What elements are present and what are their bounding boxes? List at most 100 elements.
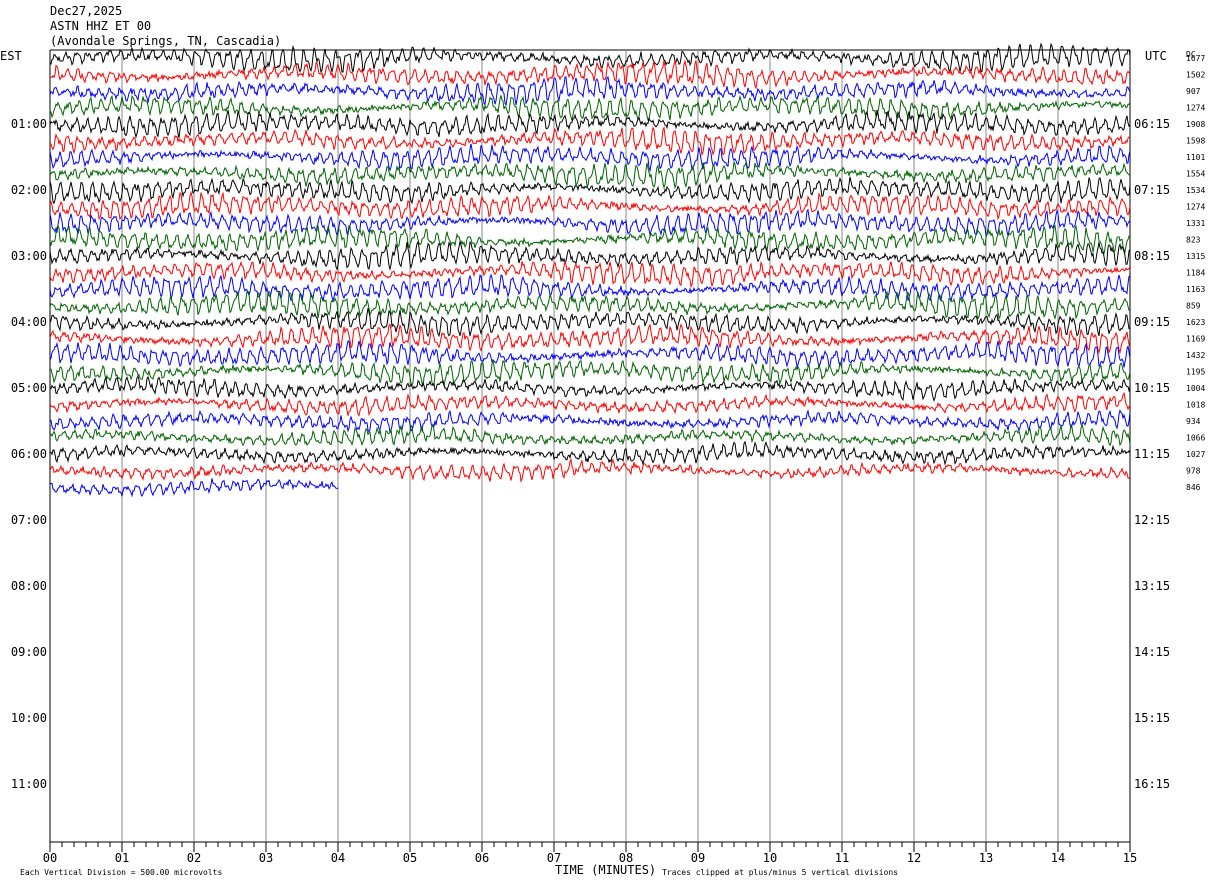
x-tick-label: 10 — [763, 851, 777, 865]
dc-offset-label: 1274 — [1186, 203, 1205, 212]
x-tick-label: 04 — [331, 851, 345, 865]
utc-hour-label: 07:15 — [1134, 183, 1170, 197]
utc-hour-label: 10:15 — [1134, 381, 1170, 395]
seismic-trace — [49, 59, 1131, 90]
utc-axis-label: UTC — [1145, 49, 1167, 63]
seismic-trace — [49, 457, 1131, 483]
seismic-trace — [49, 308, 1131, 338]
dc-offset-label: 1274 — [1186, 104, 1205, 113]
seismic-trace — [49, 260, 1131, 288]
vertical-division-note: Each Vertical Division = 500.00 microvol… — [20, 868, 222, 877]
x-tick-label: 15 — [1123, 851, 1137, 865]
clipping-note: Traces clipped at plus/minus 5 vertical … — [662, 868, 898, 877]
seismic-trace — [49, 391, 1131, 417]
chart-location: (Avondale Springs, TN, Cascadia) — [50, 34, 282, 48]
x-tick-label: 06 — [475, 851, 489, 865]
seismic-trace — [49, 76, 1131, 107]
dc-offset-label: 823 — [1186, 236, 1201, 245]
est-hour-label: 09:00 — [11, 645, 47, 659]
dc-offset-label: 1432 — [1186, 351, 1205, 360]
utc-hour-label: 13:15 — [1134, 579, 1170, 593]
utc-hour-label: 14:15 — [1134, 645, 1170, 659]
seismic-trace — [49, 143, 1131, 173]
dc-offset-label: 1331 — [1186, 219, 1205, 228]
dc-offset-label: 1315 — [1186, 252, 1205, 261]
est-hour-label: 03:00 — [11, 249, 47, 263]
seismic-trace — [49, 290, 1131, 320]
dc-offset-label: 1623 — [1186, 318, 1205, 327]
x-tick-label: 05 — [403, 851, 417, 865]
seismic-trace — [49, 374, 1131, 402]
dc-offset-label: 859 — [1186, 302, 1201, 311]
seismic-trace — [50, 359, 1131, 388]
utc-hour-label: 06:15 — [1134, 117, 1170, 131]
seismic-trace — [49, 94, 1131, 123]
chart-date: Dec27,2025 — [50, 4, 123, 18]
dc-offset-label: 1554 — [1186, 170, 1205, 179]
chart-station: ASTN HHZ ET 00 — [50, 19, 152, 33]
seismic-trace — [49, 340, 1131, 369]
seismic-trace — [49, 422, 1131, 447]
seismic-trace — [49, 323, 1131, 355]
seismic-trace — [49, 176, 1131, 205]
est-hour-label: 01:00 — [11, 117, 47, 131]
dc-offset-label: 934 — [1186, 417, 1201, 426]
seismic-trace — [49, 223, 1131, 255]
x-tick-label: 03 — [259, 851, 273, 865]
dc-offset-label: 1169 — [1186, 335, 1205, 344]
dc-offset-label: 1004 — [1186, 384, 1205, 393]
utc-hour-label: 11:15 — [1134, 447, 1170, 461]
seismic-trace — [49, 409, 1131, 434]
x-tick-label: 14 — [1051, 851, 1065, 865]
x-tick-label: 00 — [43, 851, 57, 865]
est-hour-label: 10:00 — [11, 711, 47, 725]
seismic-trace — [49, 125, 1131, 157]
utc-hour-label: 09:15 — [1134, 315, 1170, 329]
dc-offset-label: 1677 — [1186, 54, 1205, 63]
dc-offset-label: 1027 — [1186, 450, 1205, 459]
est-hour-label: 07:00 — [11, 513, 47, 527]
seismic-trace — [49, 478, 339, 498]
seismic-trace — [49, 208, 1131, 237]
x-tick-label: 11 — [835, 851, 849, 865]
dc-offset-label: 978 — [1186, 467, 1201, 476]
est-hour-label: 05:00 — [11, 381, 47, 395]
dc-offset-label: 907 — [1186, 87, 1201, 96]
utc-hour-label: 08:15 — [1134, 249, 1170, 263]
seismic-trace — [49, 109, 1131, 139]
est-hour-label: 08:00 — [11, 579, 47, 593]
seismic-trace — [49, 42, 1131, 74]
x-tick-label: 08 — [619, 851, 633, 865]
dc-offset-label: 1534 — [1186, 186, 1205, 195]
dc-offset-label: 1184 — [1186, 269, 1205, 278]
dc-offset-label: 1101 — [1186, 153, 1205, 162]
utc-hour-label: 16:15 — [1134, 777, 1170, 791]
seismic-trace — [49, 273, 1131, 304]
dc-offset-label: 1502 — [1186, 71, 1205, 80]
seismic-trace — [49, 160, 1131, 190]
dc-offset-label: 1018 — [1186, 401, 1205, 410]
est-hour-label: 06:00 — [11, 447, 47, 461]
dc-offset-label: 846 — [1186, 483, 1201, 492]
dc-offset-label: 1908 — [1186, 120, 1205, 129]
dc-offset-label: 1163 — [1186, 285, 1205, 294]
est-axis-label: EST — [0, 49, 22, 63]
seismic-trace — [49, 440, 1131, 466]
x-tick-label: 02 — [187, 851, 201, 865]
dc-offset-label: 1195 — [1186, 368, 1205, 377]
dc-offset-label: 1598 — [1186, 137, 1205, 146]
x-tick-label: 09 — [691, 851, 705, 865]
seismic-trace — [49, 190, 1131, 221]
dc-offset-label: 1066 — [1186, 434, 1205, 443]
dc-axis-label: DC — [1186, 50, 1196, 59]
x-tick-label: 13 — [979, 851, 993, 865]
est-hour-label: 02:00 — [11, 183, 47, 197]
x-tick-label: 12 — [907, 851, 921, 865]
x-axis-title: TIME (MINUTES) — [555, 863, 656, 877]
x-tick-label: 07 — [547, 851, 561, 865]
x-tick-label: 01 — [115, 851, 129, 865]
seismic-trace — [49, 240, 1131, 271]
utc-hour-label: 15:15 — [1134, 711, 1170, 725]
utc-hour-label: 12:15 — [1134, 513, 1170, 527]
